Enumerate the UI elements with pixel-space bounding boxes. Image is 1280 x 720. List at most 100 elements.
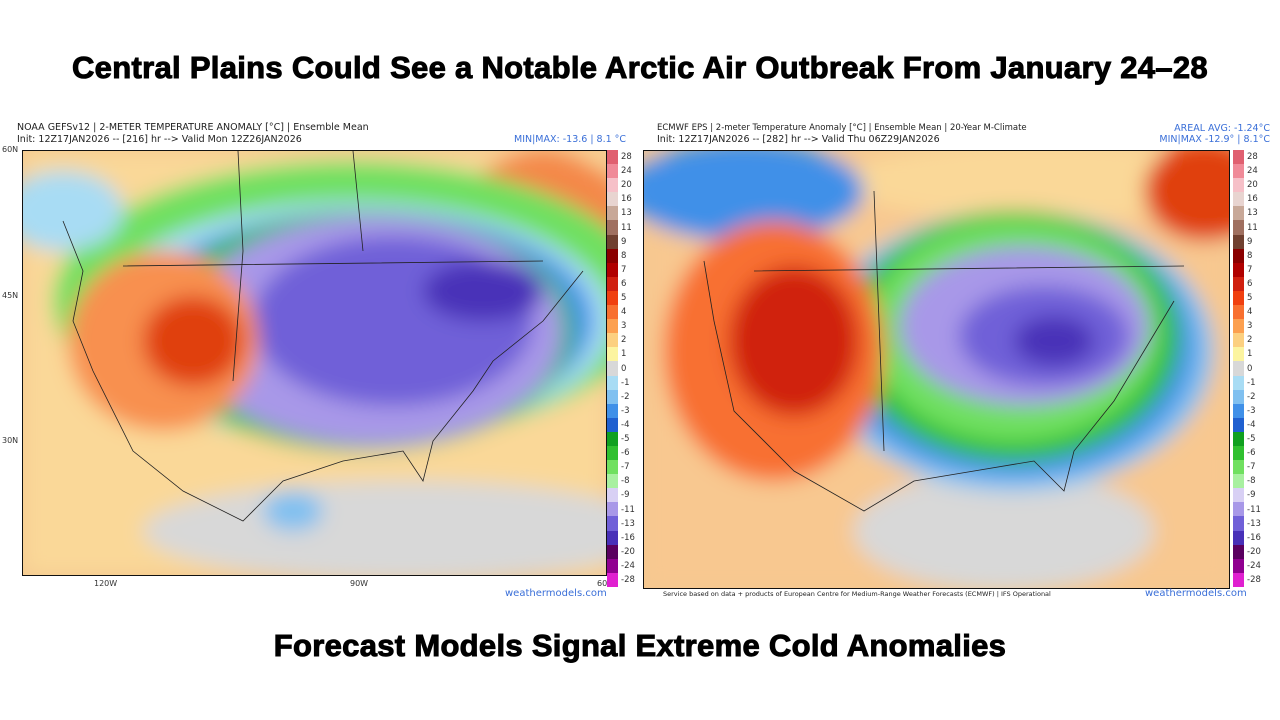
subheadline: Forecast Models Signal Extreme Cold Anom…: [273, 628, 1007, 664]
colorbar-swatch: [607, 445, 618, 461]
colorbar-swatch: [1233, 502, 1244, 517]
colorbar-swatch: [1233, 319, 1244, 334]
colorbar-label: 20: [621, 180, 632, 191]
left-temperature-anomaly-map: [22, 150, 607, 576]
colorbar-swatch: [607, 431, 618, 446]
colorbar-swatch: [1233, 389, 1244, 404]
ecmwf-footer: Service based on data + products of Euro…: [663, 590, 1051, 598]
colorbar-swatch: [1233, 375, 1244, 390]
colorbar-swatch: [607, 460, 618, 475]
colorbar-label: 11: [1247, 222, 1258, 233]
lat-label: 30N: [2, 436, 19, 445]
colorbar-swatch: [607, 220, 618, 235]
colorbar-swatch: [607, 290, 618, 306]
colorbar-swatch: [1233, 445, 1244, 461]
colorbar-label: -13: [1247, 518, 1261, 529]
colorbar-label: -24: [1247, 560, 1261, 571]
colorbar-label: 4: [621, 307, 627, 318]
colorbar-label: -8: [1247, 476, 1256, 487]
colorbar-swatch: [607, 164, 618, 179]
colorbar-label: -3: [621, 405, 630, 416]
colorbar-swatch: [1233, 347, 1244, 362]
colorbar-label: 16: [621, 194, 632, 205]
colorbar-swatch: [1233, 262, 1244, 277]
colorbar-label: 3: [621, 321, 627, 332]
colorbar-label: -11: [1247, 504, 1261, 515]
colorbar-label: -3: [1247, 405, 1256, 416]
colorbar-label: -6: [621, 448, 630, 459]
colorbar-label: -7: [1247, 462, 1256, 473]
colorbar-swatch: [607, 262, 618, 277]
colorbar-swatch: [607, 572, 618, 587]
colorbar-label: 24: [1247, 166, 1258, 177]
colorbar-swatch: [607, 544, 618, 559]
colorbar-label: -13: [621, 518, 635, 529]
colorbar-swatch: [1233, 290, 1244, 306]
colorbar-swatch: [607, 389, 618, 404]
colorbar-swatch: [607, 488, 618, 503]
left-map-title: NOAA GEFSv12 | 2-METER TEMPERATURE ANOMA…: [17, 122, 369, 133]
colorbar-label: -5: [1247, 434, 1256, 445]
left-map-field: [23, 151, 606, 575]
colorbar-swatch: [607, 206, 618, 221]
lat-label: 60N: [2, 145, 19, 154]
colorbar-label: 5: [621, 293, 627, 304]
colorbar-label: -16: [1247, 532, 1261, 543]
colorbar-label: 8: [1247, 250, 1253, 261]
colorbar-swatch: [607, 248, 618, 263]
colorbar-swatch: [607, 375, 618, 390]
colorbar-swatch: [607, 150, 618, 165]
colorbar-label: 28: [621, 152, 632, 163]
right-credit: weathermodels.com: [1145, 588, 1247, 599]
colorbar-swatch: [1233, 431, 1244, 446]
colorbar-swatch: [1233, 417, 1244, 432]
colorbar-swatch: [607, 516, 618, 531]
colorbar-label: -4: [1247, 419, 1256, 430]
colorbar-label: 8: [621, 250, 627, 261]
colorbar-swatch: [607, 234, 618, 249]
right-map-init: Init: 12Z17JAN2026 -- [282] hr --> Valid…: [657, 134, 940, 145]
colorbar-swatch: [1233, 234, 1244, 249]
colorbar-swatch: [607, 558, 618, 573]
colorbar-label: 13: [1247, 208, 1258, 219]
colorbar-swatch: [607, 417, 618, 432]
colorbar-label: 16: [1247, 194, 1258, 205]
colorbar-swatch: [607, 347, 618, 362]
colorbar-label: 9: [1247, 236, 1253, 247]
colorbar-label: -9: [621, 490, 630, 501]
right-map-field: [644, 151, 1229, 588]
colorbar-swatch: [607, 319, 618, 334]
colorbar-label: -2: [621, 391, 630, 402]
left-colorbar: [607, 150, 618, 587]
colorbar-label: -1: [1247, 377, 1256, 388]
colorbar-label: -20: [621, 546, 635, 557]
colorbar-swatch: [1233, 248, 1244, 263]
colorbar-label: 28: [1247, 152, 1258, 163]
colorbar-label: 4: [1247, 307, 1253, 318]
colorbar-swatch: [1233, 474, 1244, 489]
colorbar-swatch: [607, 178, 618, 193]
colorbar-label: 24: [621, 166, 632, 177]
colorbar-label: 3: [1247, 321, 1253, 332]
colorbar-label: -8: [621, 476, 630, 487]
colorbar-label: 11: [621, 222, 632, 233]
colorbar-swatch: [607, 502, 618, 517]
colorbar-swatch: [1233, 361, 1244, 376]
colorbar-label: 5: [1247, 293, 1253, 304]
colorbar-label: 20: [1247, 180, 1258, 191]
colorbar-swatch: [1233, 178, 1244, 193]
headline: Central Plains Could See a Notable Arcti…: [72, 50, 1209, 86]
left-credit: weathermodels.com: [505, 588, 607, 599]
colorbar-label: -6: [1247, 448, 1256, 459]
colorbar-swatch: [1233, 516, 1244, 531]
lon-label: 120W: [94, 579, 118, 588]
colorbar-label: 1: [1247, 349, 1253, 360]
colorbar-label: 0: [1247, 363, 1253, 374]
colorbar-label: -7: [621, 462, 630, 473]
colorbar-label: 7: [621, 264, 627, 275]
colorbar-label: -20: [1247, 546, 1261, 557]
colorbar-label: 7: [1247, 264, 1253, 275]
colorbar-swatch: [607, 403, 618, 418]
left-map-minmax: MIN|MAX: -13.6 | 8.1 °C: [514, 134, 627, 145]
lon-label: 60: [597, 579, 608, 588]
